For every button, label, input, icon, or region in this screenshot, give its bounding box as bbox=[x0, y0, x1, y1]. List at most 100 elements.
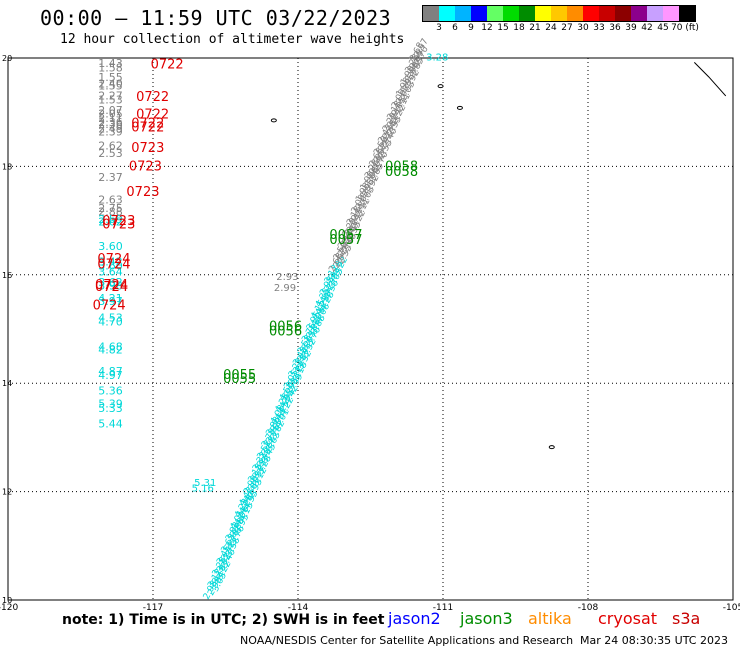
pass-time-label: 0722 bbox=[151, 57, 184, 72]
swath-point-label: 5.31 bbox=[194, 478, 216, 489]
wave-height-value: 1.43 bbox=[98, 57, 123, 70]
island-4 bbox=[548, 445, 555, 450]
lon-tick-label: -117 bbox=[143, 603, 163, 610]
wave-height-value: 2.63 bbox=[98, 193, 123, 206]
wave-height-value: 1.55 bbox=[98, 79, 123, 92]
scale-label: 21 bbox=[529, 23, 541, 33]
wave-height-value: 4.87 bbox=[98, 365, 123, 378]
pass-time-label: 0724 bbox=[97, 252, 130, 267]
scale-swatch bbox=[583, 6, 599, 21]
island-2 bbox=[437, 84, 444, 89]
wave-height-value: 2.05 bbox=[98, 108, 123, 121]
pass-time-label: 0724 bbox=[95, 278, 128, 293]
pass-time-label: 0723 bbox=[102, 218, 135, 233]
wave-height-value: 3.60 bbox=[98, 259, 123, 272]
lat-tick-label: 14 bbox=[2, 379, 12, 388]
wave-height-value: 1.58 bbox=[98, 62, 123, 75]
pass-time-label: 0724 bbox=[95, 280, 128, 295]
wave-height-value: 3.98 bbox=[98, 279, 123, 292]
pass-time-label: 0057 bbox=[329, 228, 362, 243]
scale-label: 39 bbox=[625, 23, 637, 33]
pass-time-label: 0055 bbox=[223, 368, 256, 383]
wave-height-value: 2.39 bbox=[98, 126, 123, 139]
wave-height-value: 4.97 bbox=[98, 369, 123, 382]
scale-label: 15 bbox=[497, 23, 509, 33]
scale-label: 24 bbox=[545, 23, 557, 33]
scale-swatch bbox=[551, 6, 567, 21]
credit-line: NOAA/NESDIS Center for Satellite Applica… bbox=[240, 634, 574, 647]
scale-swatch bbox=[599, 6, 615, 21]
pass-time-label: 0723 bbox=[102, 214, 135, 229]
scale-label: 36 bbox=[609, 23, 621, 33]
pass-time-label: 0722 bbox=[131, 121, 164, 136]
wave-height-value: 4.68 bbox=[98, 341, 123, 354]
coastline bbox=[693, 61, 727, 97]
wave-height-value: 4.70 bbox=[98, 316, 123, 329]
wave-height-value: 5.33 bbox=[98, 402, 123, 415]
wave-height-map: 20 18 16 14 12 10-120 -117 -114 -111 -108 -105 2.93… bbox=[0, 37, 740, 610]
lon-tick-label: -105 bbox=[723, 603, 740, 610]
scale-label: 42 bbox=[641, 23, 653, 33]
swath-point-label: 5.16 bbox=[192, 484, 214, 495]
pass-time-label: 0722 bbox=[136, 90, 169, 105]
lat-tick-label: 18 bbox=[2, 162, 12, 171]
satellite-legend-item: altika bbox=[528, 609, 572, 628]
wave-height-value: 2.59 bbox=[98, 213, 123, 226]
island-3 bbox=[456, 105, 463, 110]
scale-label: 45 bbox=[657, 23, 669, 33]
lat-tick-label: 16 bbox=[2, 271, 12, 280]
scale-label: 27 bbox=[561, 23, 573, 33]
swath-point-label: 3.28 bbox=[426, 53, 448, 64]
wave-height-value: 2.40 bbox=[98, 77, 123, 90]
pass-time-label: 0056 bbox=[269, 325, 302, 340]
scale-swatch bbox=[631, 6, 647, 21]
scale-swatch bbox=[439, 6, 455, 21]
lon-tick-label: -114 bbox=[288, 603, 309, 610]
wave-height-value: 2.53 bbox=[98, 147, 123, 160]
wave-height-value: 2.27 bbox=[98, 90, 123, 103]
pass-time-label: 0724 bbox=[93, 298, 126, 313]
scale-swatch bbox=[487, 6, 503, 21]
island-1 bbox=[270, 118, 277, 123]
wave-height-value: 2.36 bbox=[98, 118, 123, 131]
scale-label: 6 bbox=[452, 23, 458, 33]
pass-time-label: 0722 bbox=[136, 108, 169, 123]
map-frame bbox=[7, 57, 734, 601]
wave-height-value: 3.64 bbox=[98, 265, 123, 278]
wave-height-value: 2.37 bbox=[98, 171, 123, 184]
color-scale-labels: 3 6 9 12 15 18 21 24 27 30 33 36 39 42 45 70 (ft) bbox=[422, 22, 699, 34]
satellite-legend-item: jason3 bbox=[460, 609, 513, 628]
wave-height-value: 2.49 bbox=[98, 122, 123, 135]
scale-label: 70 (ft) bbox=[671, 23, 699, 33]
lat-tick-label: 20 bbox=[2, 54, 12, 63]
scale-label: 30 bbox=[577, 23, 589, 33]
color-scale: 3 6 9 12 15 18 21 24 27 30 33 36 39 42 45 70 (ft) bbox=[422, 5, 699, 34]
pass-time-label: 0058 bbox=[385, 165, 418, 180]
wave-height-value: 3.62 bbox=[98, 276, 123, 289]
wave-height-value: 2.62 bbox=[98, 140, 123, 153]
satellite-legend-item: s3a bbox=[672, 609, 701, 628]
scale-swatch bbox=[567, 6, 583, 21]
scale-swatch bbox=[455, 6, 471, 21]
wave-height-value: 3.42 bbox=[98, 256, 123, 269]
wave-height-value: 2.88 bbox=[98, 206, 123, 219]
scale-swatch bbox=[615, 6, 631, 21]
pass-time-label: 0055 bbox=[223, 372, 256, 387]
scale-swatch bbox=[663, 6, 679, 21]
satellite-legend-item: jason2 bbox=[388, 609, 441, 628]
pass-time-label: 0057 bbox=[329, 233, 362, 248]
pass-time-label: 0058 bbox=[385, 160, 418, 175]
scale-label: 9 bbox=[468, 23, 474, 33]
scale-label: 33 bbox=[593, 23, 605, 33]
wave-height-value: 2.75 bbox=[98, 202, 123, 215]
wave-height-value: 2.11 bbox=[98, 112, 123, 125]
wave-height-value: 2.07 bbox=[98, 104, 123, 117]
swath-point-label: 2.93 bbox=[276, 272, 298, 283]
lon-tick-label: -120 bbox=[0, 603, 18, 610]
scale-swatch bbox=[679, 6, 695, 21]
scale-label: 3 bbox=[436, 23, 442, 33]
wave-height-value: 2.62 bbox=[98, 215, 123, 228]
pass-time-label: 0056 bbox=[269, 320, 302, 335]
lon-tick-label: -108 bbox=[578, 603, 599, 610]
wave-height-value: 4.53 bbox=[98, 311, 123, 324]
